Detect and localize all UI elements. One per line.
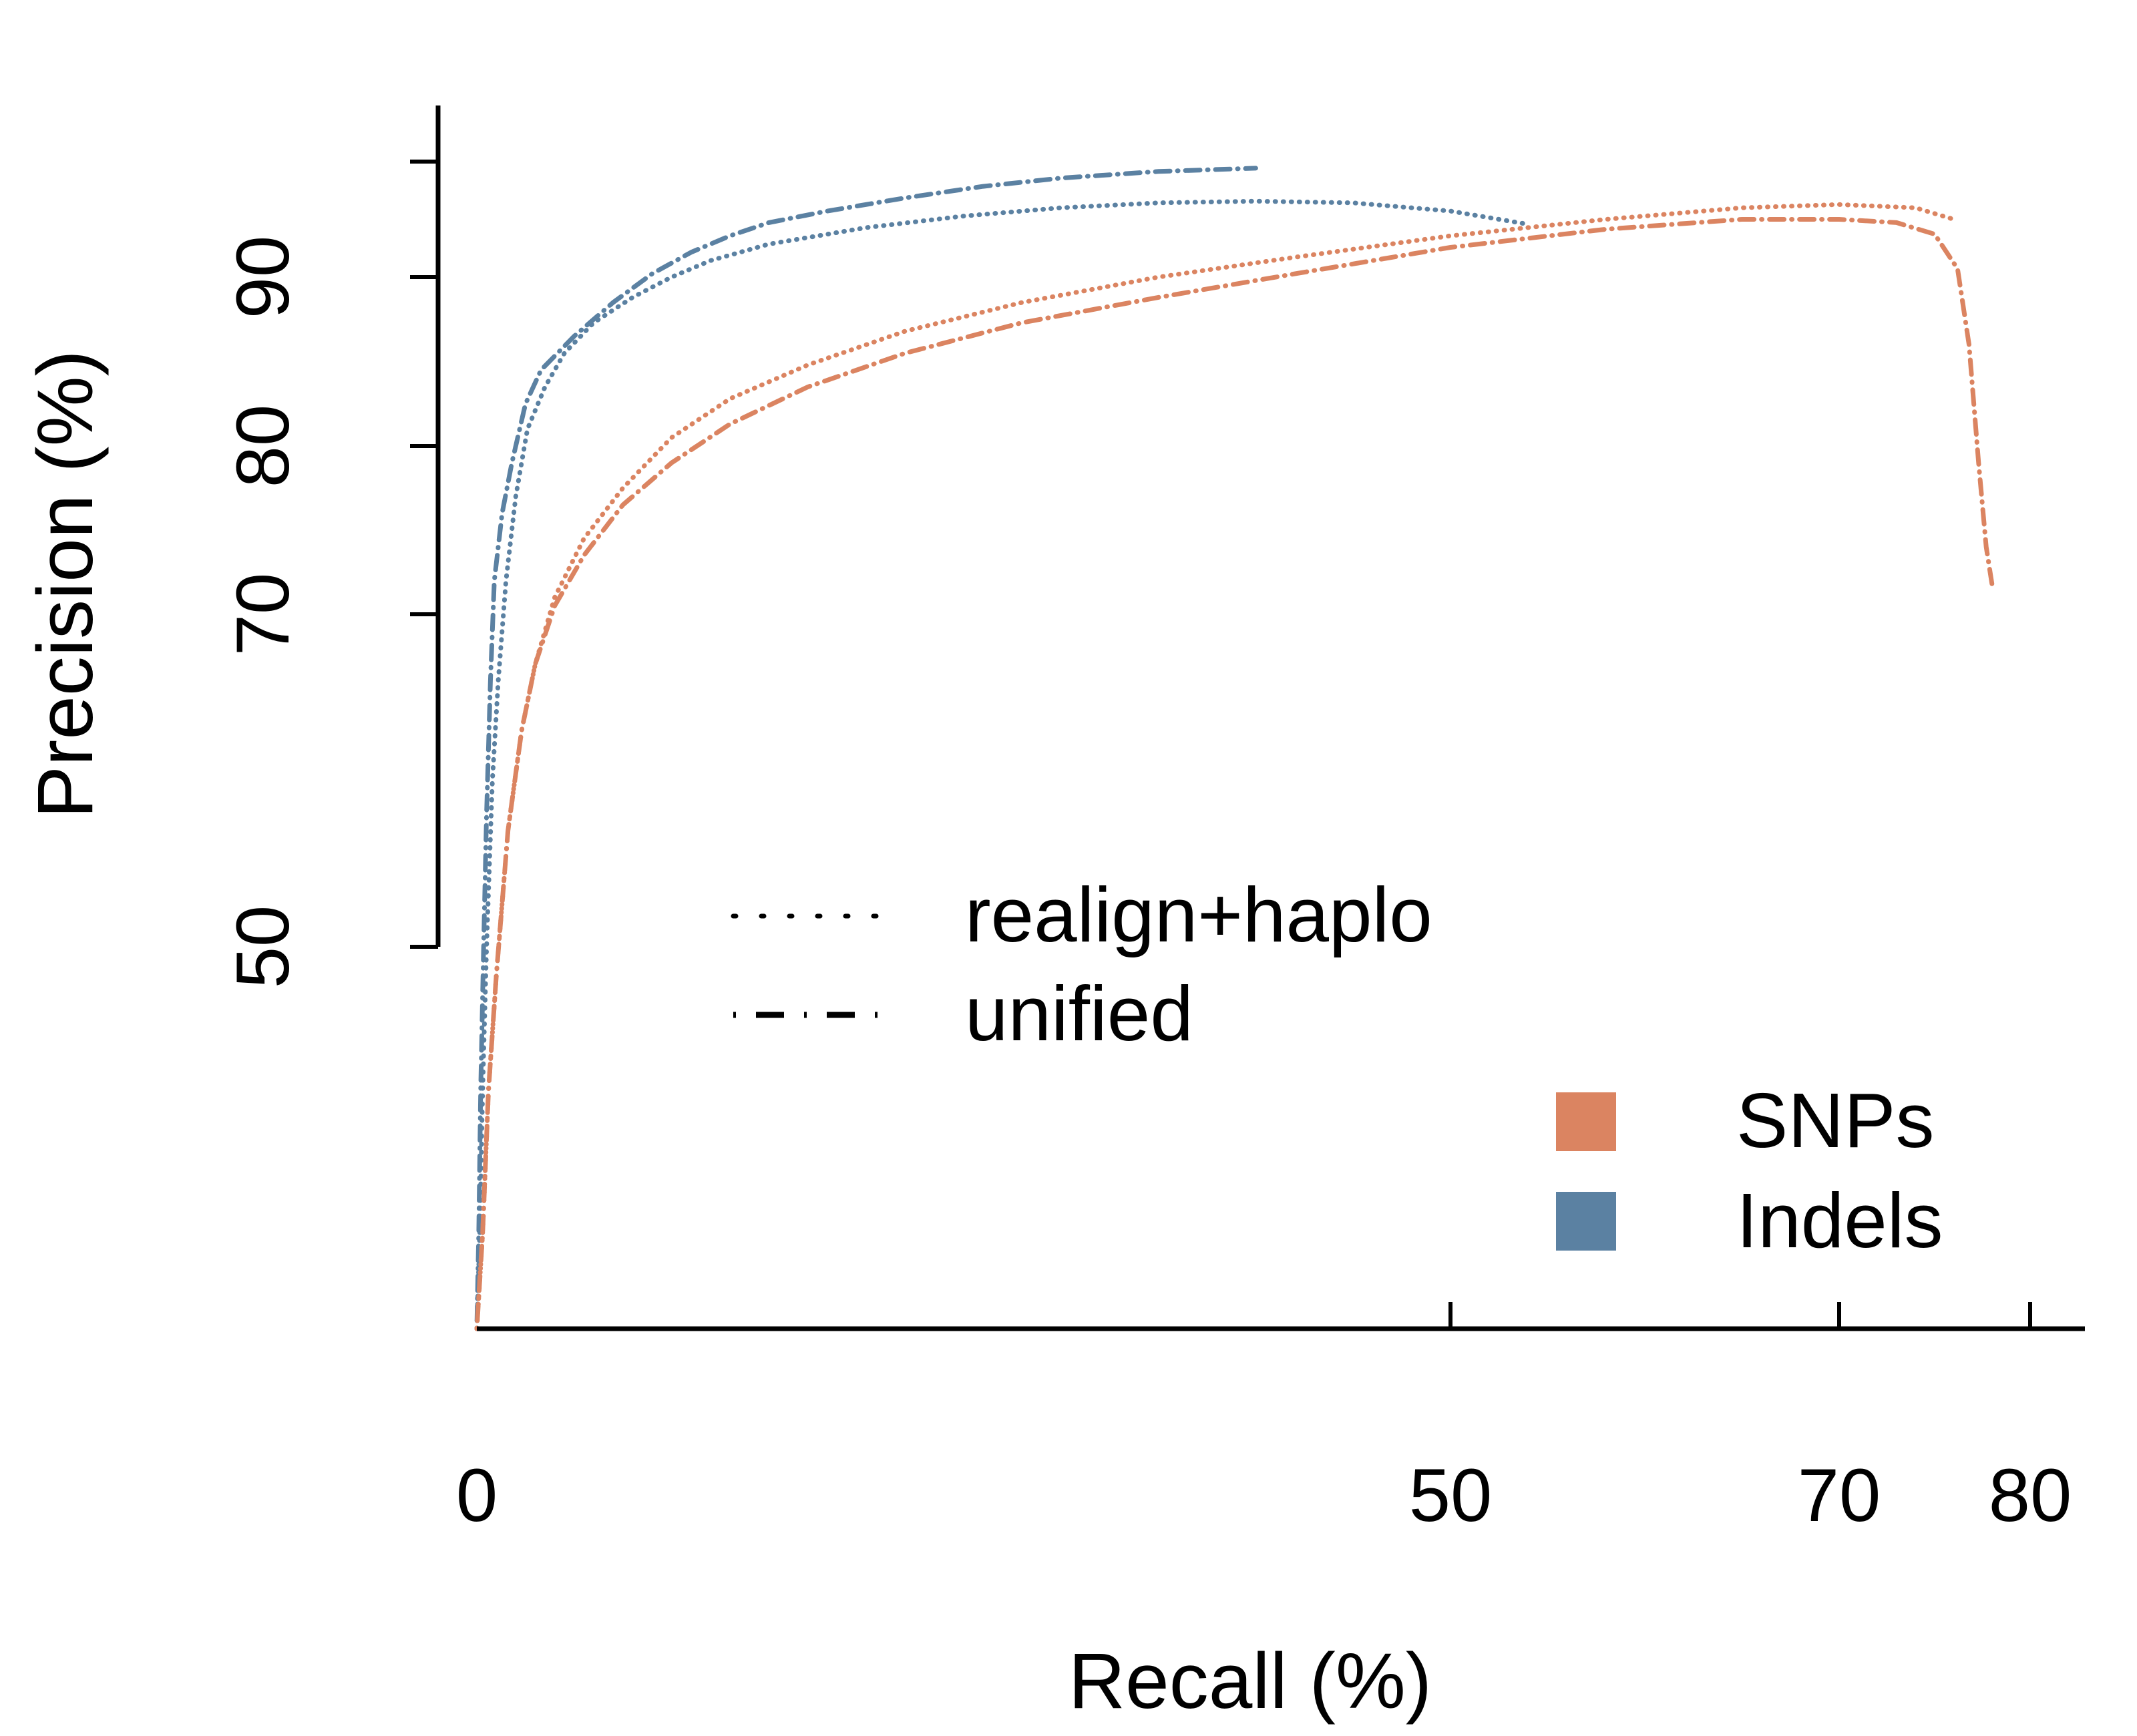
legend-label-realign-haplo: realign+haplo	[965, 871, 1432, 958]
y-axis-label: Precision (%)	[21, 350, 110, 819]
series-indels-realign-haplo	[474, 198, 1531, 1331]
x-axis-ticks: 0 50 70 80	[456, 1302, 2072, 1537]
y-tick-label: 80	[221, 405, 305, 488]
legend-swatch-indels	[1556, 1192, 1616, 1251]
y-tick-label: 90	[221, 236, 305, 319]
legend-swatch-snps	[1556, 1092, 1616, 1151]
y-axis-ticks: 50 70 80 90	[221, 160, 438, 989]
series-snps-unified	[474, 217, 1995, 1331]
y-tick-label: 70	[221, 573, 305, 656]
legend-label-indels: Indels	[1736, 1177, 1943, 1264]
series-indels-unified	[474, 166, 1258, 1331]
color-legend: SNPs Indels	[1556, 1077, 1943, 1264]
x-tick-label: 80	[1989, 1454, 2072, 1537]
x-tick-label: 70	[1798, 1454, 1881, 1537]
x-axis-label: Recall (%)	[1068, 1637, 1432, 1725]
x-tick-label: 50	[1409, 1454, 1493, 1537]
line-style-legend: realign+haplo unified	[731, 871, 1432, 1057]
legend-label-unified: unified	[965, 970, 1193, 1057]
plot-area	[474, 166, 1995, 1331]
y-tick-label: 50	[221, 905, 305, 989]
x-tick-label: 0	[456, 1454, 498, 1537]
legend-label-snps: SNPs	[1736, 1077, 1935, 1164]
series-snps-realign-haplo	[474, 202, 1957, 1331]
